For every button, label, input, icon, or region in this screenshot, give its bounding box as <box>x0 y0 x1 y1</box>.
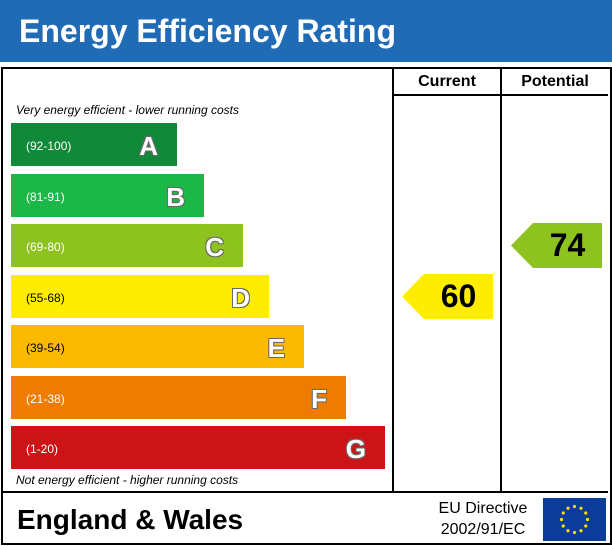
footer-country: England & Wales <box>17 504 244 535</box>
band-d: (55-68) D <box>11 274 269 318</box>
band-letter: F <box>311 383 327 414</box>
band-range-label: (39-54) <box>26 341 65 355</box>
band-range-label: (69-80) <box>26 240 65 254</box>
eu-star-icon <box>579 506 583 510</box>
potential-rating-value: 74 <box>549 227 586 263</box>
divider-potential <box>500 69 502 493</box>
header-rule <box>392 94 608 96</box>
eu-flag-icon <box>543 498 606 541</box>
column-header-current: Current <box>418 73 476 90</box>
band-letter: C <box>205 232 224 262</box>
band-letter: B <box>166 181 185 212</box>
eu-directive-line1: EU Directive <box>438 500 528 517</box>
eu-star-icon <box>561 524 565 528</box>
inefficient-note: Not energy efficient - higher running co… <box>16 473 239 487</box>
eu-star-icon <box>566 529 570 533</box>
band-letter: D <box>231 282 250 313</box>
eu-star-icon <box>584 511 588 515</box>
eu-directive-line2: 2002/91/EC <box>440 521 526 538</box>
eu-star-icon <box>572 504 577 509</box>
band-g: (1-20) G <box>11 426 385 469</box>
eu-directive: EU Directive 2002/91/EC <box>425 498 541 540</box>
header-bar: Energy Efficiency Rating <box>0 0 612 62</box>
band-letter: E <box>267 333 285 363</box>
band-range-label: (81-91) <box>26 189 65 204</box>
band-f: (21-38) F <box>11 375 346 419</box>
page-title: Energy Efficiency Rating <box>19 13 396 49</box>
eu-star-icon <box>561 511 565 515</box>
eu-star-icon <box>585 517 590 522</box>
potential-arrow-shape <box>511 223 602 268</box>
footer-rule <box>3 491 608 493</box>
band-range-label: (21-38) <box>26 391 65 406</box>
band-b: (81-91) B <box>11 173 204 217</box>
band-a: (92-100) A <box>11 123 177 166</box>
eu-star-icon <box>584 524 588 528</box>
band-range-label: (92-100) <box>26 139 72 153</box>
potential-rating-arrow: 74 <box>511 223 602 268</box>
band-c: (69-80) C <box>11 224 243 267</box>
eu-star-icon <box>572 530 577 535</box>
current-rating-value: 60 <box>440 277 477 314</box>
eu-star-icon <box>559 517 564 522</box>
band-range-label: (55-68) <box>26 290 65 305</box>
band-e: (39-54) E <box>11 325 304 368</box>
band-letter: G <box>345 434 366 464</box>
efficient-note: Very energy efficient - lower running co… <box>16 103 239 117</box>
band-letter: A <box>139 131 158 161</box>
column-header-potential: Potential <box>521 73 589 90</box>
divider-current <box>392 69 394 493</box>
rating-frame <box>1 67 612 545</box>
current-arrow-shape <box>402 273 493 319</box>
eu-star-icon <box>579 529 583 533</box>
band-range-label: (1-20) <box>26 442 59 456</box>
eu-star-icon <box>566 506 570 510</box>
current-rating-arrow: 60 <box>402 273 493 319</box>
